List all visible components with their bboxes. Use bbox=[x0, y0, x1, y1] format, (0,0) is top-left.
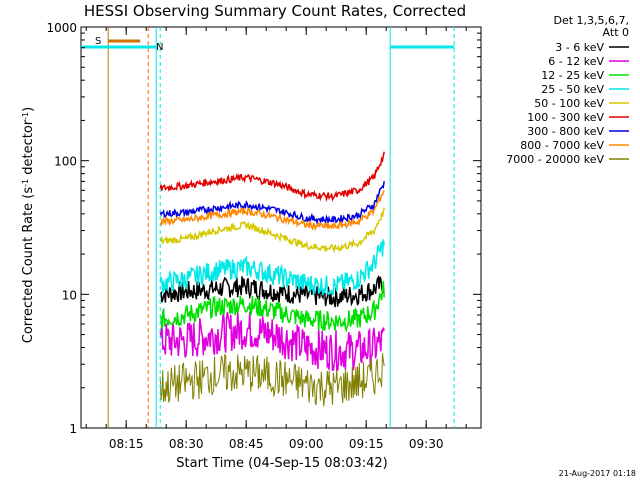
y-axis-label-part3: ) bbox=[21, 107, 36, 112]
series-line-8 bbox=[159, 190, 385, 232]
series-line-1 bbox=[159, 274, 385, 308]
legend-label-3: 12 - 25 keV bbox=[541, 69, 604, 82]
legend-label-8: 800 - 7000 keV bbox=[520, 139, 604, 152]
y-axis-label-part1: Corrected Count Rate (s bbox=[21, 187, 36, 344]
series-line-5 bbox=[159, 207, 385, 254]
saa-label: S bbox=[95, 36, 101, 47]
series-line-2 bbox=[159, 311, 385, 372]
y-tick-label-3: 100 bbox=[54, 155, 77, 169]
legend-header-2: Att 0 bbox=[603, 26, 629, 39]
series-line-9 bbox=[159, 353, 385, 407]
x-axis-label: Start Time (04-Sep-15 08:03:42) bbox=[176, 456, 387, 471]
series-layer bbox=[159, 151, 385, 407]
series-line-4 bbox=[159, 239, 385, 296]
legend-label-4: 25 - 50 keV bbox=[541, 83, 604, 96]
series-line-7 bbox=[159, 181, 385, 225]
legend-label-5: 50 - 100 keV bbox=[534, 97, 604, 110]
legend-label-7: 300 - 800 keV bbox=[527, 125, 604, 138]
x-tick-label-3: 08:45 bbox=[229, 437, 264, 451]
y-axis-label: Corrected Count Rate (s-1 detector-1) bbox=[21, 107, 37, 343]
x-tick-label-6: 09:30 bbox=[409, 437, 444, 451]
plot-frame bbox=[80, 26, 482, 429]
x-tick-label-1: 08:15 bbox=[109, 437, 144, 451]
series-line-3 bbox=[159, 281, 385, 333]
annotations-layer: SN bbox=[81, 27, 455, 428]
legend-label-2: 6 - 12 keV bbox=[548, 55, 604, 68]
y-axis-label-sup1: -1 bbox=[21, 179, 30, 187]
legend-label-6: 100 - 300 keV bbox=[527, 111, 604, 124]
chart-title: HESSI Observing Summary Count Rates, Cor… bbox=[84, 2, 466, 20]
legend-header-1: Det 1,3,5,6,7, bbox=[553, 14, 629, 27]
y-axis-label-sup2: -1 bbox=[21, 112, 30, 120]
y-axis-label-part2: detector bbox=[21, 119, 36, 179]
night-label: N bbox=[156, 42, 163, 53]
legend-label-9: 7000 - 20000 keV bbox=[506, 153, 604, 166]
x-axis: 08:15 08:30 08:45 09:00 09:15 09:30 bbox=[85, 27, 467, 451]
y-tick-label-2: 10 bbox=[62, 288, 77, 302]
x-tick-label-5: 09:15 bbox=[349, 437, 384, 451]
plot-area bbox=[80, 26, 482, 429]
series-line-6 bbox=[159, 151, 385, 203]
y-axis: 1 10 100 1000 bbox=[46, 21, 481, 436]
y-tick-label-4: 1000 bbox=[46, 21, 77, 35]
footer-stamp: 21-Aug-2017 01:18 bbox=[559, 469, 636, 478]
legend-label-1: 3 - 6 keV bbox=[555, 41, 604, 54]
x-tick-label-2: 08:30 bbox=[169, 437, 204, 451]
y-tick-label-1: 1 bbox=[69, 422, 77, 436]
x-tick-label-4: 09:00 bbox=[289, 437, 324, 451]
